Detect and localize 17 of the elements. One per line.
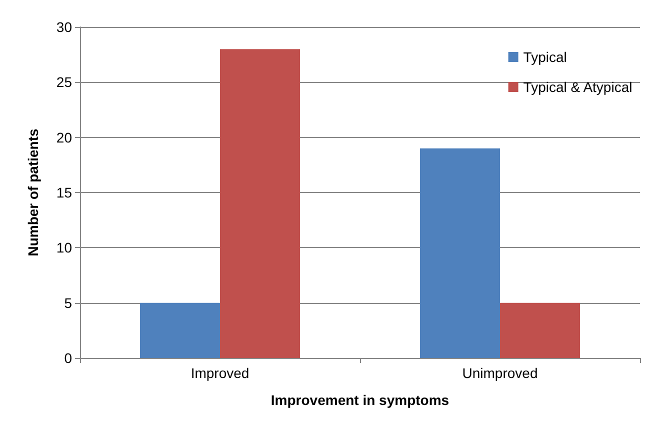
y-tick-label: 0 xyxy=(64,350,72,366)
bar xyxy=(140,302,220,358)
legend-label: Typical xyxy=(523,49,567,65)
y-tick-label: 20 xyxy=(56,129,72,146)
x-tick-label: Improved xyxy=(190,365,250,381)
y-tick-label: 15 xyxy=(56,184,72,200)
y-tick-label: 5 xyxy=(64,294,72,311)
legend-label: Typical & Atypical xyxy=(523,79,632,95)
y-tick-label: 10 xyxy=(56,240,72,256)
y-tick-label: 25 xyxy=(56,74,72,90)
bar xyxy=(420,148,500,358)
x-tick-label: Unimproved xyxy=(462,365,538,381)
bar xyxy=(220,49,300,358)
y-axis-title: Number of patients xyxy=(25,128,41,256)
x-axis-title: Improvement in symptoms xyxy=(270,392,450,408)
y-tick-label: 30 xyxy=(56,19,72,35)
bar xyxy=(500,302,580,358)
